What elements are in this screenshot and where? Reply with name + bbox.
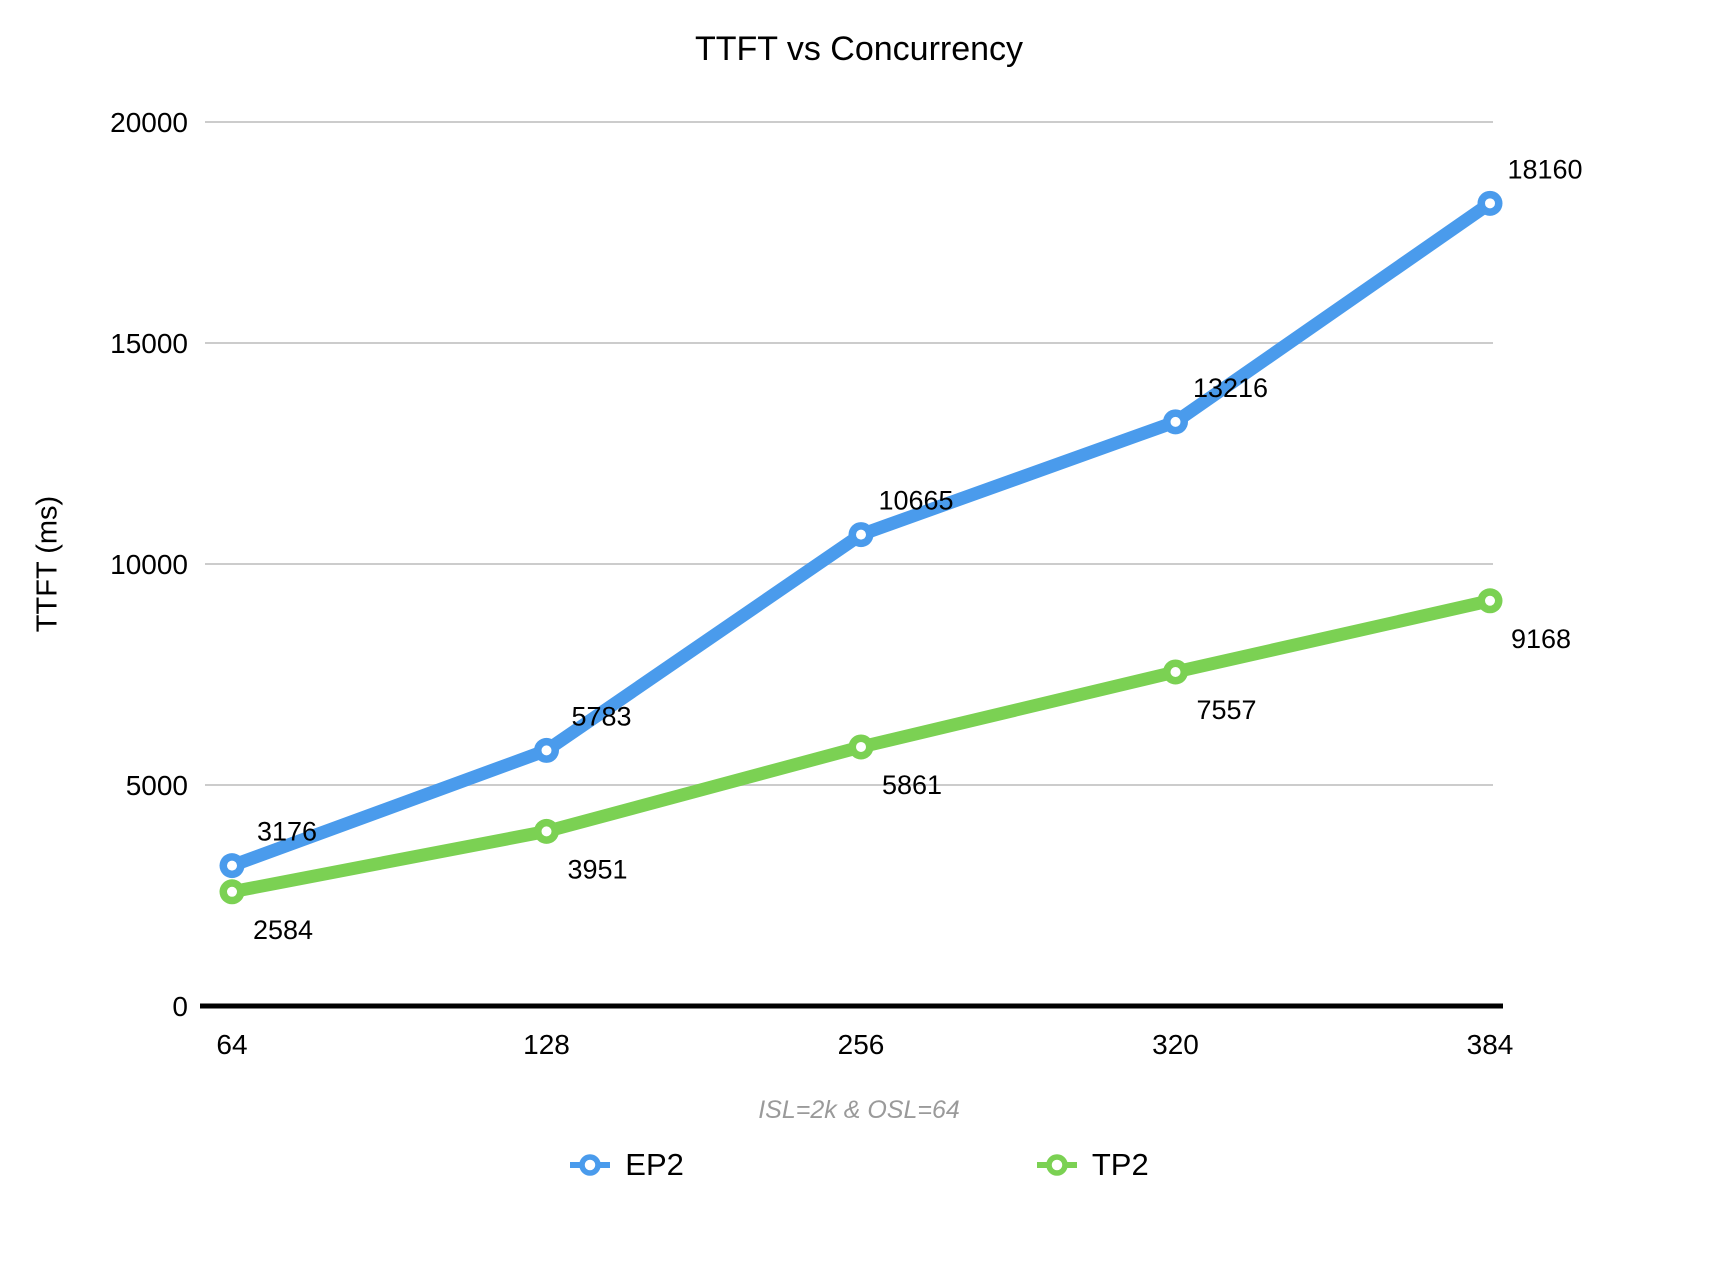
data-label-ep2-128: 5783 — [571, 701, 631, 731]
point-hole-tp2-256 — [856, 741, 866, 752]
data-label-tp2-256: 5861 — [882, 770, 942, 800]
legend-marker-tp2-icon — [1036, 1154, 1077, 1176]
chart-title: TTFT vs Concurrency — [694, 30, 1024, 68]
legend-item-tp2: TP2 — [1036, 1147, 1149, 1183]
x-tick-label-320: 320 — [1152, 1029, 1199, 1060]
data-label-tp2-64: 2584 — [253, 915, 313, 945]
point-hole-ep2-256 — [856, 529, 866, 540]
point-hole-tp2-64 — [227, 886, 237, 897]
y-tick-label-5000: 5000 — [126, 770, 188, 801]
x-tick-label-256: 256 — [838, 1029, 885, 1060]
point-hole-ep2-384 — [1485, 198, 1495, 209]
legend-label-tp2: TP2 — [1091, 1147, 1149, 1182]
y-tick-label-20000: 20000 — [110, 107, 188, 138]
x-tick-label-64: 64 — [216, 1029, 247, 1060]
point-hole-ep2-64 — [227, 860, 237, 871]
y-tick-label-15000: 15000 — [110, 328, 188, 359]
axis-note: ISL=2k & OSL=64 — [758, 1096, 960, 1124]
point-hole-ep2-320 — [1170, 416, 1181, 427]
data-label-tp2-320: 7557 — [1196, 695, 1256, 725]
point-hole-tp2-320 — [1170, 666, 1181, 677]
y-tick-label-0: 0 — [172, 991, 188, 1022]
x-tick-label-128: 128 — [523, 1029, 570, 1060]
data-label-ep2-256: 10665 — [878, 486, 953, 516]
legend-label-ep2: EP2 — [625, 1147, 684, 1182]
x-tick-label-384: 384 — [1467, 1029, 1514, 1060]
data-label-tp2-384: 9168 — [1511, 624, 1571, 654]
data-label-ep2-64: 3176 — [257, 817, 317, 847]
point-hole-tp2-128 — [541, 826, 552, 837]
point-hole-tp2-384 — [1485, 595, 1495, 606]
legend-marker-ep2-icon — [570, 1154, 611, 1176]
data-label-tp2-128: 3951 — [567, 854, 627, 884]
y-tick-label-10000: 10000 — [110, 549, 188, 580]
legend: EP2 TP2 — [0, 1147, 1718, 1183]
data-label-ep2-320: 13216 — [1193, 373, 1268, 403]
legend-item-ep2: EP2 — [569, 1147, 684, 1183]
point-hole-ep2-128 — [541, 745, 552, 756]
data-label-ep2-384: 18160 — [1507, 154, 1582, 184]
